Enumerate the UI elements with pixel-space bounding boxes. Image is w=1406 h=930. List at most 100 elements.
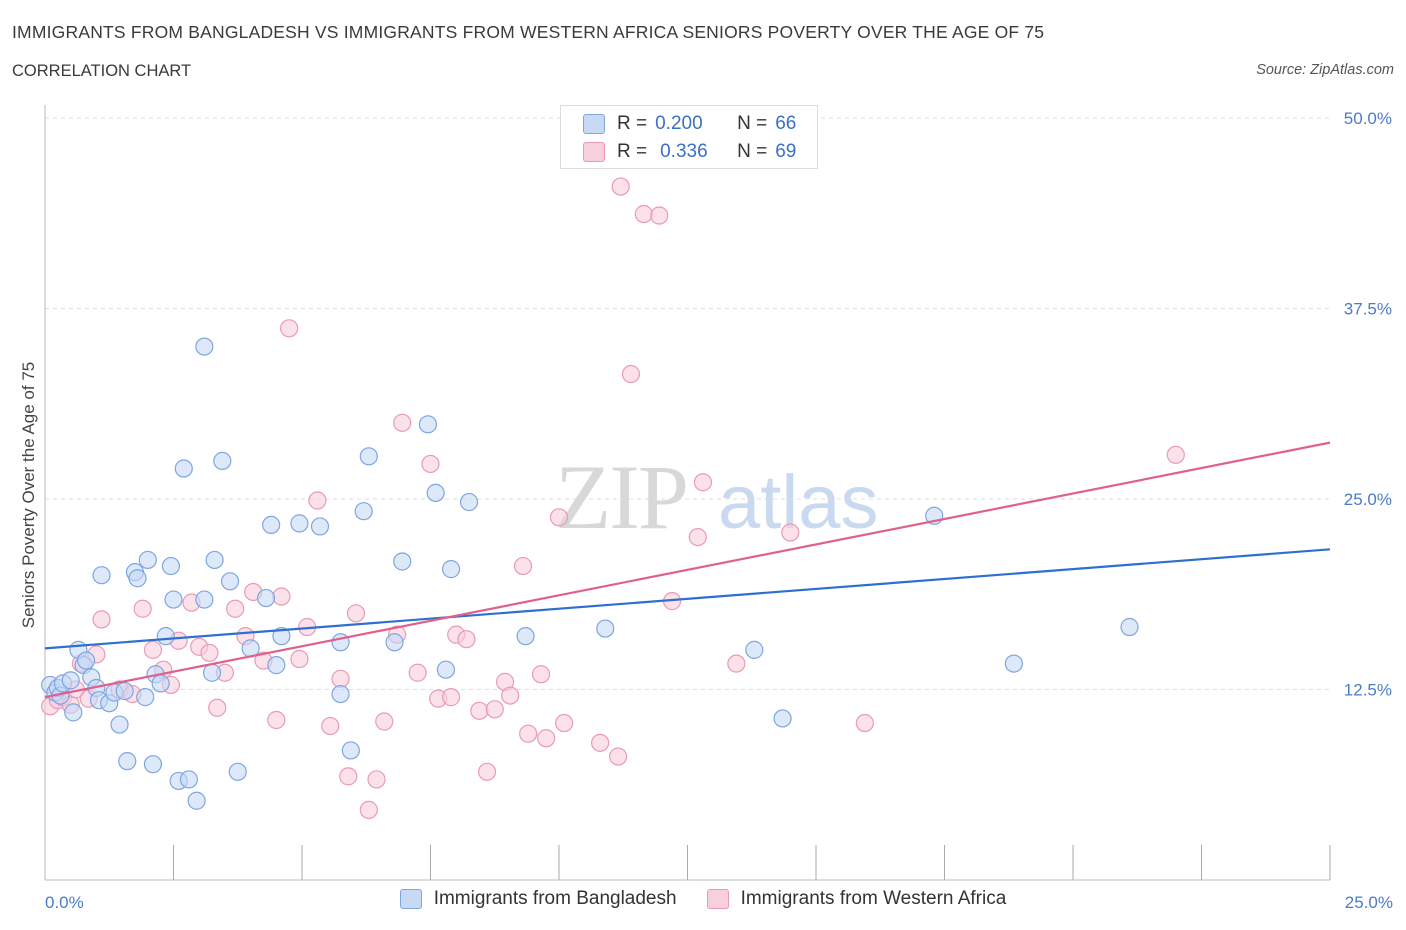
r-value: 0.336 <box>660 141 708 162</box>
source-label: Source: ZipAtlas.com <box>1256 62 1394 78</box>
data-point <box>200 643 219 663</box>
data-point <box>290 649 309 669</box>
x-tick-labels: 0.0% 25.0% <box>45 893 1393 912</box>
data-point <box>339 767 358 786</box>
n-label: N = <box>737 141 768 162</box>
data-point <box>308 491 327 510</box>
watermark: ZIP atlas <box>555 446 879 548</box>
data-point <box>195 590 214 609</box>
data-point <box>549 508 569 527</box>
data-point <box>609 747 628 766</box>
data-point <box>267 710 286 730</box>
data-point <box>513 556 533 576</box>
data-point <box>136 688 155 707</box>
data-point <box>61 671 80 690</box>
data-point <box>77 651 96 670</box>
chart-title: IMMIGRANTS FROM BANGLADESH VS IMMIGRANTS… <box>12 22 1045 42</box>
data-point <box>156 627 175 646</box>
data-point <box>611 177 630 196</box>
data-point <box>516 627 535 646</box>
y-tick-label: 50.0% <box>1344 109 1392 128</box>
data-point <box>421 454 440 474</box>
data-point <box>205 550 224 570</box>
data-point <box>202 663 222 682</box>
stats-row-bangladesh: R = 0.200 N = 66 <box>583 111 796 137</box>
pink-swatch <box>706 889 729 909</box>
data-point <box>310 517 330 536</box>
y-tick-label: 37.5% <box>1344 300 1392 319</box>
r-value: 0.200 <box>655 113 703 134</box>
data-point <box>138 550 157 570</box>
x-tick-label: 25.0% <box>1345 893 1393 912</box>
data-point <box>477 762 497 781</box>
data-point <box>115 681 134 701</box>
trend-line <box>44 548 1331 650</box>
y-tick-label: 25.0% <box>1344 490 1392 509</box>
data-point <box>441 688 461 707</box>
legend-label: Immigrants from Western Africa <box>740 888 1007 909</box>
data-point <box>110 715 129 734</box>
data-point <box>262 515 281 535</box>
series-bangladesh-points <box>41 337 1139 810</box>
data-point <box>773 709 792 728</box>
data-point <box>226 599 245 618</box>
data-point <box>228 762 247 781</box>
data-point <box>346 604 366 623</box>
data-point <box>519 724 538 743</box>
n-value: 69 <box>775 141 797 162</box>
data-point <box>179 770 199 789</box>
data-point <box>331 684 350 704</box>
stats-row-western-africa: R = 0.336 N = 69 <box>583 139 796 165</box>
r-label: R = <box>617 141 648 162</box>
data-point <box>213 451 232 470</box>
watermark-zip: ZIP <box>555 446 687 548</box>
data-point <box>133 599 152 618</box>
x-tick-label: 0.0% <box>45 893 84 912</box>
trend-line <box>44 441 1331 699</box>
stats-legend: R = 0.200 N = 66 R = 0.336 N = 69 <box>560 105 818 169</box>
data-point <box>272 587 291 606</box>
data-point <box>385 633 404 652</box>
data-point <box>634 204 653 224</box>
data-point <box>174 459 193 478</box>
axes <box>44 105 1331 881</box>
data-point <box>596 619 615 638</box>
data-point <box>92 610 111 629</box>
n-label: N = <box>737 113 768 134</box>
data-point <box>220 572 240 591</box>
data-point <box>331 669 350 688</box>
n-value: 66 <box>775 113 797 134</box>
data-point <box>164 590 183 609</box>
data-point <box>621 364 641 384</box>
data-point <box>650 206 669 225</box>
data-point <box>290 514 309 533</box>
y-axis-label: Seniors Poverty Over the Age of 75 <box>19 362 38 628</box>
data-point <box>267 656 286 675</box>
data-point <box>256 588 276 608</box>
data-point <box>501 686 520 705</box>
data-point <box>781 523 800 542</box>
data-point <box>485 700 504 719</box>
data-point <box>208 698 227 717</box>
trend-lines <box>44 441 1331 699</box>
data-point <box>436 660 456 679</box>
data-point <box>151 674 170 693</box>
data-point <box>470 701 489 720</box>
data-point <box>143 755 163 774</box>
legend-item-western-africa[interactable]: Immigrants from Western Africa <box>706 888 1007 910</box>
data-point <box>855 713 874 733</box>
series-legend: Immigrants from Bangladesh Immigrants fr… <box>0 888 1406 910</box>
data-point <box>280 319 299 338</box>
data-point <box>1166 445 1185 464</box>
data-point <box>537 729 556 748</box>
data-point <box>591 733 610 752</box>
series-western-africa-points <box>41 177 1185 819</box>
data-point <box>418 415 438 434</box>
data-point <box>693 473 713 492</box>
legend-label: Immigrants from Bangladesh <box>433 888 677 909</box>
data-point <box>92 566 111 585</box>
data-point <box>531 665 551 684</box>
legend-item-bangladesh[interactable]: Immigrants from Bangladesh <box>399 888 677 910</box>
data-point <box>359 800 378 819</box>
data-point <box>187 791 206 810</box>
